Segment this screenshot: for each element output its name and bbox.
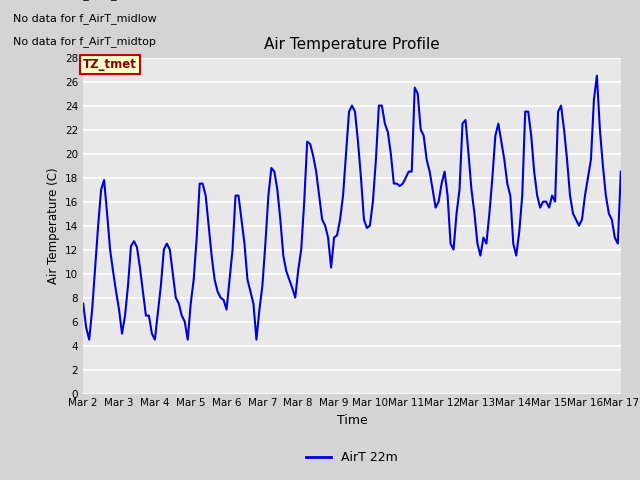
Y-axis label: Air Temperature (C): Air Temperature (C): [47, 168, 60, 284]
Text: No data for f_AirT_midlow: No data for f_AirT_midlow: [13, 12, 157, 24]
Text: TZ_tmet: TZ_tmet: [83, 58, 137, 71]
Legend: AirT 22m: AirT 22m: [301, 446, 403, 469]
Title: Air Temperature Profile: Air Temperature Profile: [264, 37, 440, 52]
X-axis label: Time: Time: [337, 414, 367, 427]
Text: No data for f_AirT_midtop: No data for f_AirT_midtop: [13, 36, 156, 47]
